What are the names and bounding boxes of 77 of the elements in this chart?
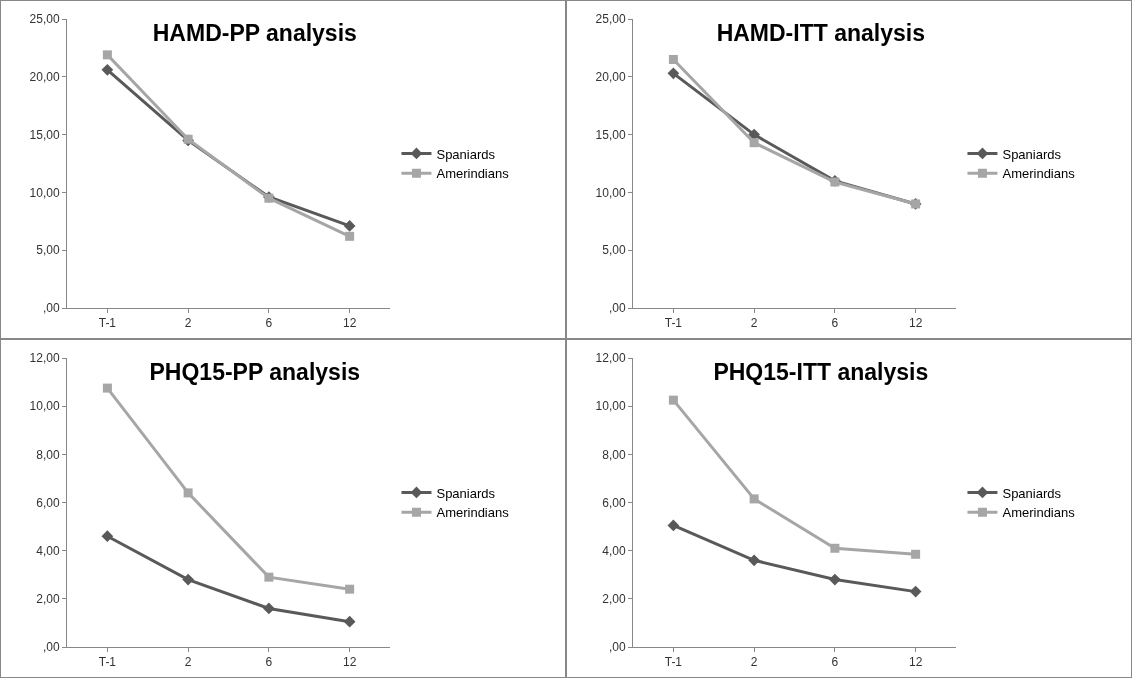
y-tick-label: ,00 xyxy=(42,640,60,655)
point xyxy=(182,573,194,586)
x-tick-label: 12 xyxy=(908,655,923,670)
y-tick-label: 8,00 xyxy=(602,447,626,462)
point xyxy=(668,54,678,64)
x-tick-label: 6 xyxy=(831,655,839,670)
y-tick-label: 8,00 xyxy=(36,447,60,462)
chart-title: HAMD-ITT analysis xyxy=(716,19,925,46)
point xyxy=(183,488,193,498)
y-tick-label: 25,00 xyxy=(595,12,626,27)
y-tick-label: 2,00 xyxy=(36,592,60,607)
y-tick-label: 12,00 xyxy=(29,351,60,366)
legend-label: Amerindians xyxy=(1002,166,1076,182)
chart-title: HAMD-PP analysis xyxy=(152,19,357,46)
y-tick-label: 5,00 xyxy=(602,243,626,258)
point xyxy=(345,231,355,241)
point xyxy=(829,573,841,586)
legend-label: Spaniards xyxy=(436,146,496,162)
y-tick-label: ,00 xyxy=(608,640,626,655)
point xyxy=(102,383,112,393)
point xyxy=(343,220,356,232)
y-tick-label: 20,00 xyxy=(595,70,626,84)
x-tick-label: 2 xyxy=(750,655,758,670)
point xyxy=(263,602,275,615)
legend-label: Amerindians xyxy=(436,166,510,182)
x-tick-label: 12 xyxy=(908,316,923,331)
point xyxy=(668,395,678,405)
x-tick-label: 6 xyxy=(265,655,273,670)
y-tick-label: 2,00 xyxy=(602,592,626,607)
y-tick-label: 15,00 xyxy=(595,127,626,142)
point xyxy=(909,585,922,598)
point xyxy=(749,138,759,148)
y-tick-label: 4,00 xyxy=(36,543,60,558)
y-tick-label: 6,00 xyxy=(36,495,60,510)
x-tick-label: T-1 xyxy=(98,655,117,670)
legend-label: Spaniards xyxy=(436,485,496,501)
x-tick-label: 2 xyxy=(750,316,758,331)
point xyxy=(911,549,921,559)
chart-title: PHQ15-PP analysis xyxy=(149,358,361,385)
y-tick-label: 5,00 xyxy=(36,243,60,258)
y-tick-label: 6,00 xyxy=(602,495,626,510)
legend-label: Amerindians xyxy=(1002,505,1076,521)
point xyxy=(343,615,356,628)
point xyxy=(667,67,680,80)
legend-label: Amerindians xyxy=(436,505,510,521)
y-tick-label: 20,00 xyxy=(29,70,60,84)
y-tick-label: 10,00 xyxy=(595,185,626,200)
point xyxy=(345,584,355,594)
point xyxy=(102,50,112,60)
y-tick-label: 25,00 xyxy=(29,12,60,27)
point xyxy=(749,494,759,504)
chart-title: PHQ15-ITT analysis xyxy=(713,358,929,385)
x-tick-label: 12 xyxy=(342,316,357,331)
y-tick-label: 10,00 xyxy=(29,399,60,414)
point xyxy=(264,572,274,582)
y-tick-label: ,00 xyxy=(42,301,60,316)
x-tick-label: 6 xyxy=(265,316,273,331)
y-tick-label: 10,00 xyxy=(595,399,626,414)
x-tick-label: 2 xyxy=(184,316,192,331)
x-tick-label: T-1 xyxy=(664,655,683,670)
x-tick-label: 2 xyxy=(184,655,192,670)
y-tick-label: 10,00 xyxy=(29,185,60,200)
y-tick-label: 15,00 xyxy=(29,127,60,142)
legend-label: Spaniards xyxy=(1002,146,1062,162)
point xyxy=(748,554,760,567)
point xyxy=(830,543,840,553)
x-tick-label: 12 xyxy=(342,655,357,670)
y-tick-label: ,00 xyxy=(608,301,626,316)
point xyxy=(101,64,114,76)
y-tick-label: 4,00 xyxy=(602,543,626,558)
x-tick-label: T-1 xyxy=(664,316,683,331)
y-tick-label: 12,00 xyxy=(595,351,626,366)
point xyxy=(667,519,680,532)
legend-label: Spaniards xyxy=(1002,485,1062,501)
x-tick-label: 6 xyxy=(831,316,839,331)
x-tick-label: T-1 xyxy=(98,316,117,331)
point xyxy=(101,530,114,543)
